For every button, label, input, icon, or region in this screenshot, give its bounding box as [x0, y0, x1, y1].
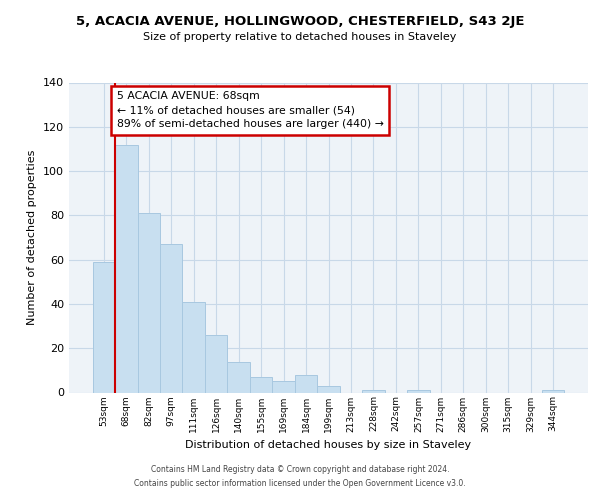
Bar	[227, 362, 250, 392]
Bar	[542, 390, 565, 392]
Bar	[250, 377, 272, 392]
Bar	[407, 390, 430, 392]
Bar	[362, 390, 385, 392]
Bar	[160, 244, 182, 392]
Bar	[115, 144, 137, 392]
Bar	[92, 262, 115, 392]
Text: Size of property relative to detached houses in Staveley: Size of property relative to detached ho…	[143, 32, 457, 42]
Bar	[205, 335, 227, 392]
Text: 5, ACACIA AVENUE, HOLLINGWOOD, CHESTERFIELD, S43 2JE: 5, ACACIA AVENUE, HOLLINGWOOD, CHESTERFI…	[76, 15, 524, 28]
Bar	[272, 382, 295, 392]
Bar	[182, 302, 205, 392]
Text: 5 ACACIA AVENUE: 68sqm
← 11% of detached houses are smaller (54)
89% of semi-det: 5 ACACIA AVENUE: 68sqm ← 11% of detached…	[117, 92, 384, 130]
Text: Contains HM Land Registry data © Crown copyright and database right 2024.
Contai: Contains HM Land Registry data © Crown c…	[134, 466, 466, 487]
X-axis label: Distribution of detached houses by size in Staveley: Distribution of detached houses by size …	[185, 440, 472, 450]
Bar	[317, 386, 340, 392]
Bar	[295, 375, 317, 392]
Y-axis label: Number of detached properties: Number of detached properties	[28, 150, 37, 325]
Bar	[137, 213, 160, 392]
